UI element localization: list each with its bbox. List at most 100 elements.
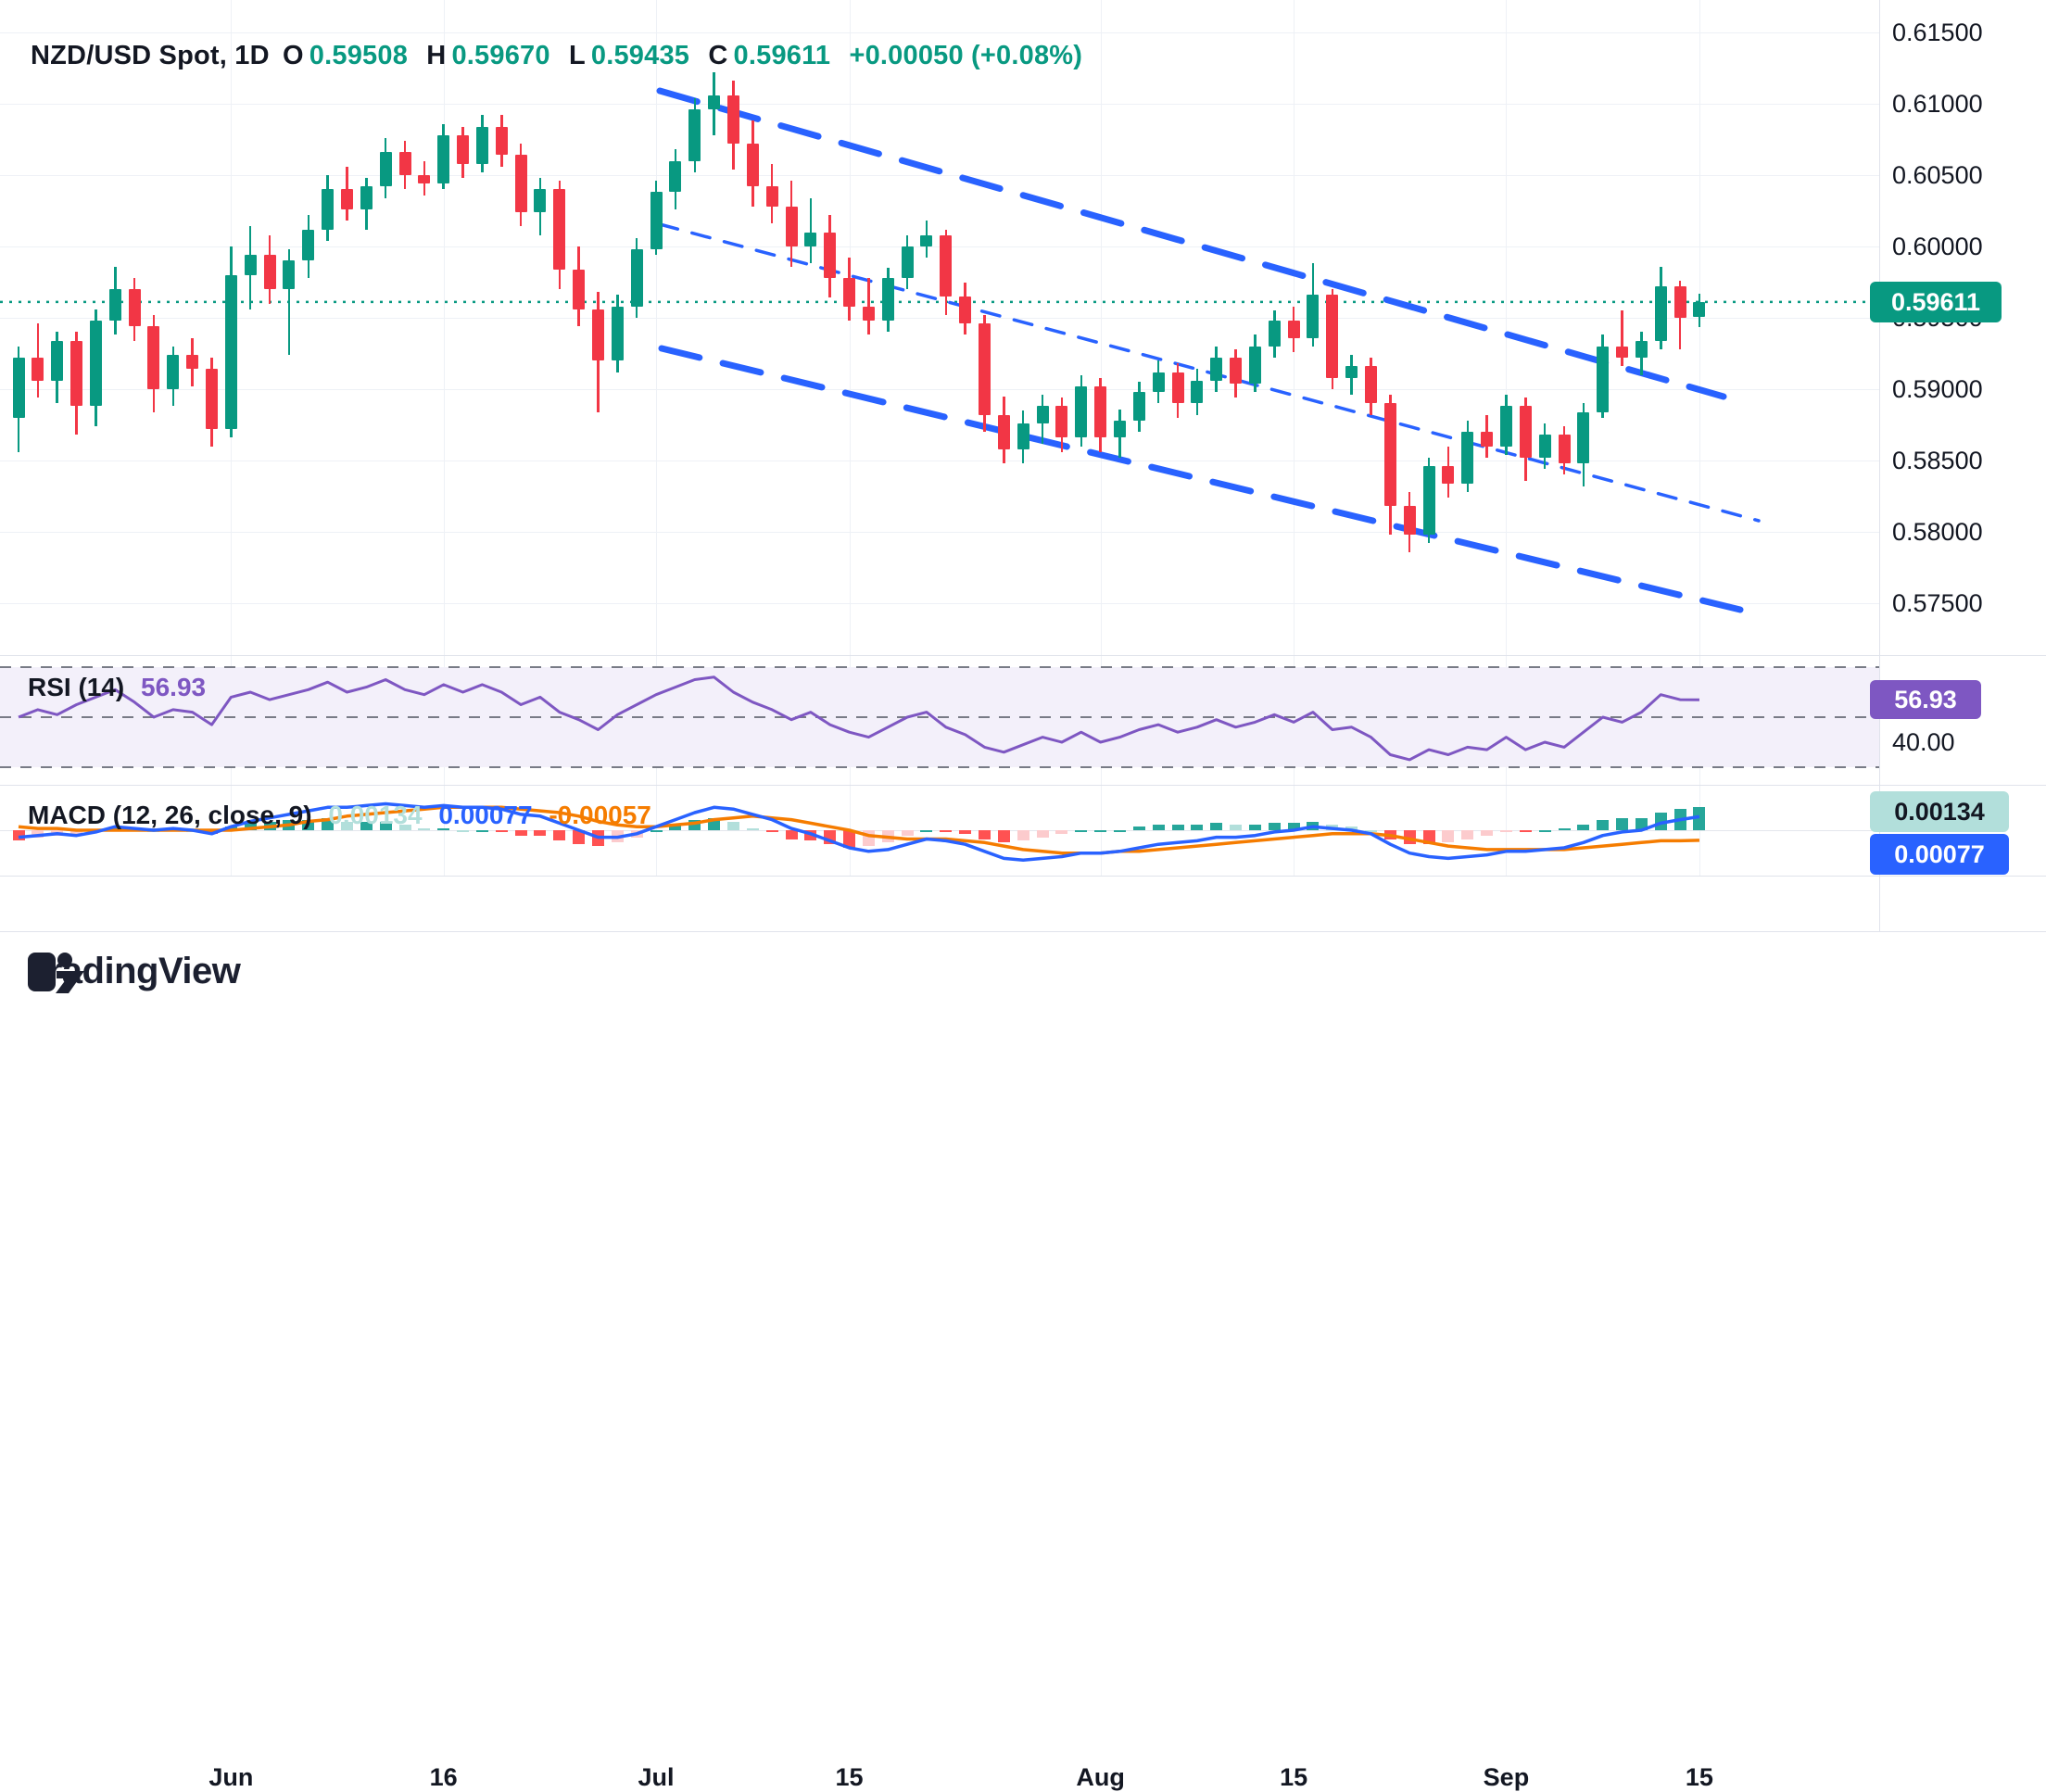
candle[interactable] bbox=[1693, 301, 1706, 317]
candle[interactable] bbox=[1422, 466, 1435, 536]
candle[interactable] bbox=[1248, 346, 1261, 384]
candle[interactable] bbox=[1094, 385, 1107, 438]
candle[interactable] bbox=[12, 358, 25, 418]
candle[interactable] bbox=[843, 277, 856, 307]
candle[interactable] bbox=[708, 95, 721, 110]
candle[interactable] bbox=[804, 232, 817, 246]
candle[interactable] bbox=[418, 175, 431, 184]
candle[interactable] bbox=[1230, 358, 1243, 384]
candle[interactable] bbox=[283, 260, 296, 290]
candle[interactable] bbox=[224, 274, 237, 430]
candle[interactable] bbox=[1519, 406, 1532, 458]
candle[interactable] bbox=[862, 306, 875, 322]
candle[interactable] bbox=[302, 229, 315, 261]
time-axis[interactable]: Jun 16 Jul 15 Aug 15 Sep 15 bbox=[0, 876, 1879, 1791]
candle[interactable] bbox=[322, 189, 335, 230]
candle[interactable] bbox=[1287, 321, 1300, 338]
candle[interactable] bbox=[398, 152, 411, 175]
candle[interactable] bbox=[959, 296, 972, 324]
pane-separator[interactable] bbox=[0, 655, 2046, 656]
candle[interactable] bbox=[89, 321, 102, 407]
candle[interactable] bbox=[1268, 321, 1281, 347]
candle[interactable] bbox=[785, 206, 798, 246]
price-pane[interactable] bbox=[0, 0, 1879, 655]
candle[interactable] bbox=[669, 160, 682, 193]
candle[interactable] bbox=[437, 134, 450, 184]
candle[interactable] bbox=[1075, 385, 1088, 438]
rsi-pane[interactable] bbox=[0, 655, 1879, 785]
candle[interactable] bbox=[263, 255, 276, 290]
candle[interactable] bbox=[1499, 406, 1512, 447]
candle[interactable] bbox=[1673, 286, 1686, 318]
candle[interactable] bbox=[495, 126, 508, 156]
candle[interactable] bbox=[553, 189, 566, 270]
candle[interactable] bbox=[147, 326, 160, 389]
candle[interactable] bbox=[920, 234, 933, 246]
macd-legend[interactable]: MACD (12, 26, close, 9) 0.00134 0.00077 … bbox=[28, 801, 661, 830]
candle[interactable] bbox=[108, 289, 121, 322]
candle[interactable] bbox=[650, 192, 663, 250]
candle[interactable] bbox=[1654, 286, 1667, 341]
candle[interactable] bbox=[32, 358, 44, 381]
candle[interactable] bbox=[1383, 403, 1396, 507]
candle[interactable] bbox=[901, 246, 914, 278]
candle[interactable] bbox=[128, 289, 141, 327]
macd-pane[interactable] bbox=[0, 785, 1879, 876]
candle[interactable] bbox=[1558, 435, 1571, 464]
candle[interactable] bbox=[457, 134, 470, 164]
candle[interactable] bbox=[746, 144, 759, 187]
mid-channel-line[interactable] bbox=[658, 222, 1761, 523]
rsi-legend[interactable]: RSI (14) 56.93 bbox=[28, 673, 215, 702]
candle[interactable] bbox=[1365, 366, 1377, 404]
candle[interactable] bbox=[514, 155, 527, 213]
candle[interactable] bbox=[688, 109, 701, 161]
candle[interactable] bbox=[611, 306, 624, 361]
candle[interactable] bbox=[1055, 406, 1068, 438]
candle[interactable] bbox=[244, 255, 257, 275]
candle[interactable] bbox=[630, 249, 643, 307]
candle[interactable] bbox=[592, 309, 604, 361]
candle[interactable] bbox=[475, 126, 488, 164]
candle[interactable] bbox=[167, 355, 180, 389]
candle[interactable] bbox=[1481, 432, 1494, 447]
price-axis-separator[interactable] bbox=[1879, 0, 1880, 931]
candle[interactable] bbox=[1307, 295, 1320, 338]
candle[interactable] bbox=[1345, 366, 1358, 378]
candle[interactable] bbox=[1326, 295, 1339, 378]
candle[interactable] bbox=[534, 189, 547, 213]
pane-separator[interactable] bbox=[0, 785, 2046, 786]
candle[interactable] bbox=[824, 232, 837, 278]
candle[interactable] bbox=[1113, 420, 1126, 438]
candle[interactable] bbox=[979, 323, 991, 415]
candle[interactable] bbox=[206, 369, 218, 430]
candle[interactable] bbox=[1461, 432, 1474, 484]
upper-channel-line[interactable] bbox=[656, 87, 1727, 400]
candle[interactable] bbox=[1597, 346, 1610, 412]
candle[interactable] bbox=[1036, 406, 1049, 423]
candle[interactable] bbox=[997, 414, 1010, 449]
candle[interactable] bbox=[1442, 466, 1455, 484]
candle[interactable] bbox=[765, 186, 778, 207]
candle[interactable] bbox=[1577, 411, 1590, 464]
candle[interactable] bbox=[1171, 372, 1184, 404]
candle[interactable] bbox=[51, 340, 64, 381]
candle[interactable] bbox=[940, 234, 953, 297]
candle[interactable] bbox=[1191, 380, 1204, 404]
candle[interactable] bbox=[573, 269, 586, 309]
tradingview-logo[interactable]: TradingView bbox=[28, 951, 241, 993]
candle[interactable] bbox=[186, 355, 199, 370]
candle[interactable] bbox=[1616, 346, 1629, 359]
symbol-legend[interactable]: NZD/USD Spot, 1D O 0.59508 H 0.59670 L 0.59… bbox=[31, 41, 1088, 71]
candle[interactable] bbox=[1538, 435, 1551, 458]
candle[interactable] bbox=[379, 152, 392, 187]
candle[interactable] bbox=[726, 95, 739, 145]
candle[interactable] bbox=[70, 340, 83, 407]
candle[interactable] bbox=[360, 186, 373, 209]
candle[interactable] bbox=[1635, 340, 1648, 359]
candle[interactable] bbox=[1017, 423, 1029, 449]
candle[interactable] bbox=[1132, 392, 1145, 421]
candle[interactable] bbox=[1152, 372, 1165, 393]
candle[interactable] bbox=[881, 277, 894, 322]
candle[interactable] bbox=[1210, 358, 1223, 381]
candle[interactable] bbox=[340, 189, 353, 209]
